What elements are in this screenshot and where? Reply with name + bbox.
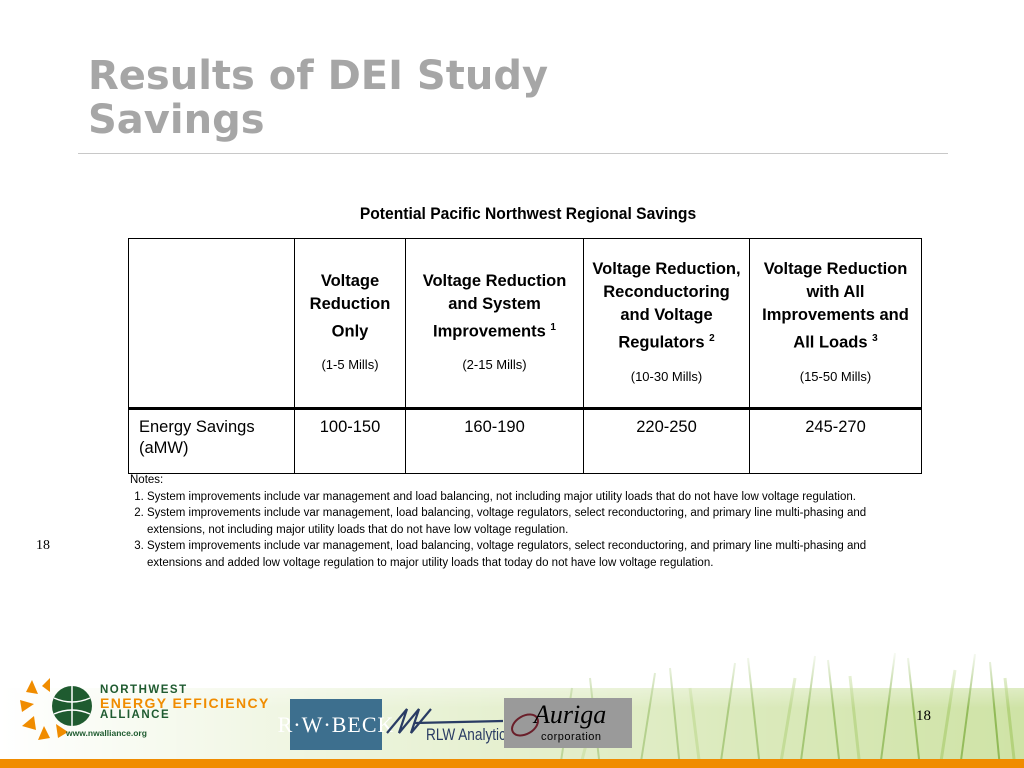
header-mills: (1-5 Mills) [321, 357, 379, 373]
header-all-improvements: Voltage Reduction with All Improvements … [749, 238, 922, 410]
header-label: Voltage Reduction with All Improvements … [762, 260, 909, 352]
header-mills: (15-50 Mills) [799, 368, 872, 384]
neea-line2: ENERGY EFFICIENCY [100, 694, 270, 711]
header-label: Voltage Reduction Only [309, 271, 391, 341]
header-reconductoring: Voltage Reduction, Reconductoring and Vo… [583, 238, 750, 410]
auriga-subtitle: corporation [541, 731, 602, 743]
notes-list: System improvements include var manageme… [130, 489, 920, 572]
note-item: System improvements include var manageme… [147, 505, 920, 538]
neea-line1: NORTHWEST [100, 684, 188, 696]
header-label: Voltage Reduction and System Improvement… [422, 271, 567, 341]
savings-table: Voltage Reduction Only (1-5 Mills) Volta… [128, 238, 922, 474]
table-header-row: Voltage Reduction Only (1-5 Mills) Volta… [128, 238, 922, 410]
slide-title-line1: Results of DEI Study [88, 53, 549, 99]
note-item: System improvements include var manageme… [147, 538, 920, 571]
neea-wordmark: NORTHWEST ENERGY EFFICIENCY ALLIANCE [100, 684, 270, 722]
table-cell: 220-250 [583, 408, 750, 474]
table-row: Energy Savings (aMW) 100-150 160-190 220… [128, 408, 922, 474]
row-label-energy-savings: Energy Savings (aMW) [128, 408, 295, 474]
title-divider [78, 153, 948, 154]
table-cell: 100-150 [294, 408, 406, 474]
auriga-swoosh-icon [511, 713, 539, 737]
notes-heading: Notes: [130, 474, 164, 486]
header-system-improvements: Voltage Reduction and System Improvement… [405, 238, 584, 410]
page-number-left: 18 [36, 538, 50, 553]
footer-orange-bar [0, 759, 1024, 768]
header-footnote: 1 [550, 321, 556, 333]
header-mills: (10-30 Mills) [630, 368, 703, 384]
header-footnote: 3 [872, 333, 878, 345]
header-footnote: 2 [709, 333, 715, 345]
neea-line3: ALLIANCE [100, 709, 171, 721]
slide-title-line2: Savings [88, 97, 265, 143]
header-mills: (2-15 Mills) [462, 357, 527, 373]
grass-background [0, 648, 1024, 768]
auriga-wordmark: Auriga [534, 700, 607, 729]
rlw-analytics-logo-icon [386, 708, 504, 734]
table-title: Potential Pacific Northwest Regional Sav… [359, 204, 697, 223]
page-number: 18 [916, 708, 931, 724]
rlw-analytics-wordmark: RLW Analytics [426, 725, 513, 744]
slide-title: Results of DEI Study Savings [88, 54, 788, 142]
header-voltage-reduction-only: Voltage Reduction Only (1-5 Mills) [294, 238, 406, 410]
neea-url: www.nwalliance.org [66, 728, 147, 738]
auriga-logo-background [504, 698, 632, 748]
rwbeck-logo: R·W·BECK [278, 699, 393, 750]
sun-logo-icon [20, 678, 92, 740]
note-item: System improvements include var manageme… [147, 489, 920, 506]
notes-section: Notes: System improvements include var m… [130, 472, 920, 572]
header-empty-cell [128, 238, 295, 410]
table-cell: 245-270 [749, 408, 922, 474]
header-label: Voltage Reduction, Reconductoring and Vo… [592, 260, 741, 352]
table-cell: 160-190 [405, 408, 584, 474]
